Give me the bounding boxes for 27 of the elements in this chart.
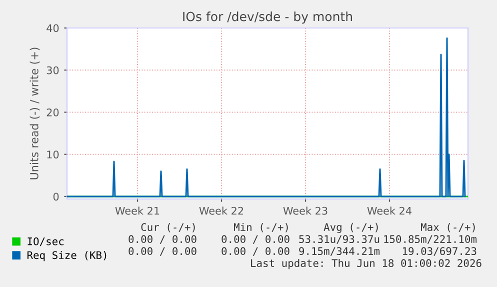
x-tick-label: Week 22 [199,206,244,215]
text: Min (-/+) [234,222,288,232]
text: Cur (-/+) [141,223,195,232]
y-tick-label: 20 [46,108,59,116]
text: 0.00 / 0.00 [128,247,196,256]
y-tick-label: 40 [46,24,59,32]
text: 9.15m/344.21m [299,247,380,256]
x-tick-label: Week 24 [367,206,412,215]
y-axis-title: Units read (-) / write (+) [30,48,40,180]
legend-label: Req Size (KB) [27,251,106,262]
text: 150.85m/221.10m [384,235,477,244]
line-series [67,37,466,198]
text: Max (-/+) [420,223,475,232]
chart-title: IOs for /dev/sde - by month [183,12,352,24]
x-tick-label: Week 23 [283,206,328,215]
text: 19.03/697.23 [403,247,476,256]
x-tick-label: Week 21 [115,206,160,215]
y-tick-label: 30 [46,66,59,74]
text: Last update: Thu Jun 18 01:00:02 2026 [251,258,482,270]
y-tick-label: 0 [53,192,59,201]
legend-label: IO/sec [28,237,64,246]
text: Avg (-/+) [324,222,378,234]
text: 0.00 / 0.00 [128,235,196,244]
text: 0.00 / 0.00 [222,235,290,244]
text: 53.31u/93.37u [299,235,380,244]
y-tick-label: 10 [47,150,59,158]
text: 0.00 / 0.00 [222,247,290,256]
